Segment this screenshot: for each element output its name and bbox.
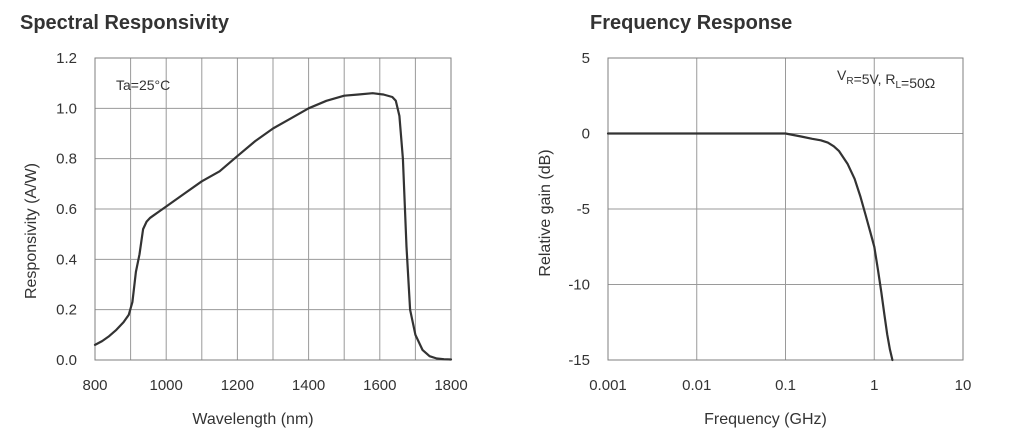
frequency-y-tick-label: -5: [577, 201, 590, 218]
annotation-text: =50Ω: [901, 75, 935, 91]
annotation-text: =5V, R: [854, 71, 896, 87]
spectral-x-axis-label: Wavelength (nm): [192, 411, 313, 428]
spectral-temperature-annotation: Ta=25°C: [116, 77, 170, 93]
frequency-x-tick-label: 0.001: [589, 377, 627, 394]
spectral-responsivity-line: [93, 92, 453, 361]
frequency-x-tick-label: 0.1: [775, 377, 796, 394]
spectral-y-tick-label: 1.0: [56, 100, 77, 117]
annotation-subscript: R: [846, 76, 853, 87]
frequency-gain-line: [606, 132, 894, 362]
frequency-bias-annotation: VR=5V, RL=50Ω: [837, 67, 935, 91]
frequency-x-tick-label: 10: [955, 377, 972, 394]
spectral-plot-frame: [94, 57, 452, 361]
spectral-y-tick-label: 0.0: [56, 352, 77, 369]
spectral-y-tick-label: 0.8: [56, 151, 77, 168]
spectral-x-tick-label: 1200: [221, 377, 254, 394]
frequency-y-tick-label: 5: [582, 50, 590, 67]
annotation-subscript: L: [895, 80, 901, 91]
spectral-x-tick-label: 1400: [292, 377, 325, 394]
frequency-x-tick-label: 0.01: [682, 377, 711, 394]
spectral-y-axis-label: Responsivity (A/W): [23, 163, 40, 299]
spectral-y-tick-label: 1.2: [56, 50, 77, 67]
frequency-y-axis-label: Relative gain (dB): [537, 149, 554, 276]
annotation-text: V: [837, 67, 847, 83]
frequency-y-tick-label: -10: [568, 277, 590, 294]
frequency-y-tick-label: 0: [582, 126, 590, 143]
spectral-y-tick-label: 0.6: [56, 201, 77, 218]
spectral-x-tick-label: 1600: [363, 377, 396, 394]
spectral-y-tick-label: 0.2: [56, 302, 77, 319]
spectral-y-tick-label: 0.4: [56, 251, 77, 268]
frequency-x-axis-label: Frequency (GHz): [704, 411, 827, 428]
frequency-y-tick-label: -15: [568, 352, 590, 369]
frequency-chart-title: Frequency Response: [590, 12, 793, 34]
frequency-x-tick-label: 1: [870, 377, 878, 394]
frequency-plot-frame: [607, 57, 964, 361]
spectral-x-tick-label: 1800: [434, 377, 467, 394]
spectral-x-tick-label: 800: [82, 377, 107, 394]
spectral-x-tick-label: 1000: [150, 377, 183, 394]
spectral-chart-title: Spectral Responsivity: [20, 12, 229, 34]
